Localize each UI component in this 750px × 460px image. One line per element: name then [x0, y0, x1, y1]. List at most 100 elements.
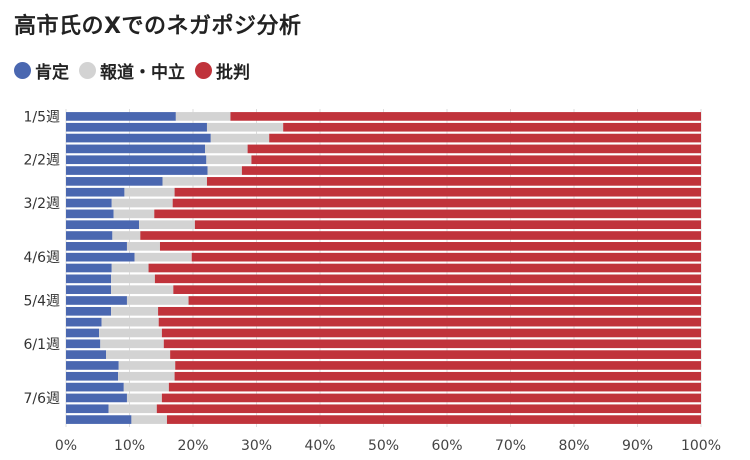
bar-segment — [99, 328, 162, 338]
bar-segment — [66, 285, 112, 294]
legend-label-negative: 批判 — [216, 63, 250, 83]
bar-segment — [66, 155, 207, 165]
bar-segment — [66, 296, 127, 305]
bar-segment — [66, 133, 211, 143]
bar-segment — [111, 198, 173, 208]
bar-segment — [159, 242, 702, 251]
bar-segment — [206, 177, 701, 186]
bar-segment — [106, 350, 171, 359]
x-tick-label: 50% — [368, 438, 399, 454]
bar-segment — [101, 317, 159, 327]
bar-segment — [66, 144, 206, 154]
bar-segment — [269, 133, 701, 143]
bar-segment — [206, 122, 284, 132]
legend-label-positive: 肯定 — [35, 63, 69, 83]
bar-segment — [66, 122, 207, 132]
bar-segment — [140, 231, 702, 240]
x-tick-label: 100% — [681, 438, 721, 454]
bar-segment — [66, 415, 132, 424]
bar-segment — [124, 187, 175, 197]
bar-segment — [168, 382, 701, 392]
y-tick-label: 1/5週 — [23, 109, 60, 125]
bar-segment — [66, 177, 163, 186]
legend: 肯定 報道・中立 批判 — [14, 58, 260, 83]
x-tick-label: 70% — [495, 438, 526, 454]
bar-segment — [66, 404, 109, 414]
bar-segment — [66, 231, 113, 240]
bar-segment — [283, 122, 701, 132]
bar-segment — [134, 252, 192, 262]
y-tick-label: 5/4週 — [23, 293, 60, 309]
y-tick-label: 7/6週 — [23, 391, 60, 407]
bar-segment — [111, 285, 174, 294]
bar-segment — [112, 231, 141, 240]
bar-segment — [166, 415, 702, 424]
legend-swatch-negative — [195, 62, 212, 79]
legend-label-neutral: 報道・中立 — [100, 63, 185, 83]
legend-item-neutral: 報道・中立 — [79, 58, 185, 83]
bar-segment — [174, 187, 701, 197]
bar-segment — [118, 361, 176, 370]
bar-segment — [158, 317, 701, 327]
bar-segment — [188, 296, 701, 305]
x-tick-label: 40% — [304, 438, 335, 454]
bar-segment — [66, 252, 135, 262]
bar-segment — [126, 242, 160, 251]
x-tick-label: 60% — [431, 438, 462, 454]
bar-segment — [173, 285, 701, 294]
bar-segment — [66, 382, 124, 392]
bar-segment — [66, 187, 125, 197]
bar-segment — [161, 328, 701, 338]
bar-segment — [123, 382, 169, 392]
bar-segment — [161, 393, 701, 403]
bar-segment — [175, 112, 231, 121]
bar-segment — [163, 339, 702, 349]
y-tick-label: 4/6週 — [23, 250, 60, 266]
bar-segment — [66, 166, 208, 175]
bar-segment — [111, 306, 159, 316]
x-tick-label: 20% — [177, 438, 208, 454]
bar-segment — [66, 371, 119, 381]
bar-segment — [126, 296, 189, 305]
bar-segment — [66, 112, 176, 121]
bar-segment — [100, 339, 164, 349]
bar-segment — [131, 415, 167, 424]
bar-segment — [66, 242, 127, 251]
bar-segment — [175, 361, 702, 370]
bar-segment — [158, 306, 701, 316]
bar-segment — [66, 306, 112, 316]
bar-segment — [126, 393, 162, 403]
x-tick-label: 90% — [622, 438, 653, 454]
bar-segment — [66, 220, 140, 230]
bar-segment — [207, 166, 242, 175]
bar-segment — [118, 371, 175, 381]
bar-segment — [66, 339, 101, 349]
bar-segment — [66, 361, 119, 370]
bar-segment — [206, 155, 252, 165]
bar-segment — [156, 404, 701, 414]
bar-segment — [154, 274, 701, 284]
chart-title: 高市氏のXでのネガポジ分析 — [14, 14, 302, 39]
bar-segment — [205, 144, 248, 154]
y-tick-label: 2/2週 — [23, 153, 60, 169]
bar-segment — [251, 155, 702, 165]
bar-segment — [139, 220, 195, 230]
bar-segment — [230, 112, 701, 121]
y-tick-label: 3/2週 — [23, 196, 60, 212]
bar-segment — [66, 328, 100, 338]
bar-segment — [66, 263, 112, 273]
legend-swatch-neutral — [79, 62, 96, 79]
bar-segment — [66, 209, 114, 219]
bar-segment — [174, 371, 701, 381]
bar-segment — [154, 209, 701, 219]
bar-segment — [66, 393, 127, 403]
bar-segment — [148, 263, 702, 273]
bar-segment — [210, 133, 270, 143]
bar-segment — [66, 350, 107, 359]
x-tick-label: 0% — [55, 438, 77, 454]
bar-segment — [113, 209, 155, 219]
legend-item-negative: 批判 — [195, 58, 250, 83]
bar-segment — [241, 166, 701, 175]
legend-swatch-positive — [14, 62, 31, 79]
